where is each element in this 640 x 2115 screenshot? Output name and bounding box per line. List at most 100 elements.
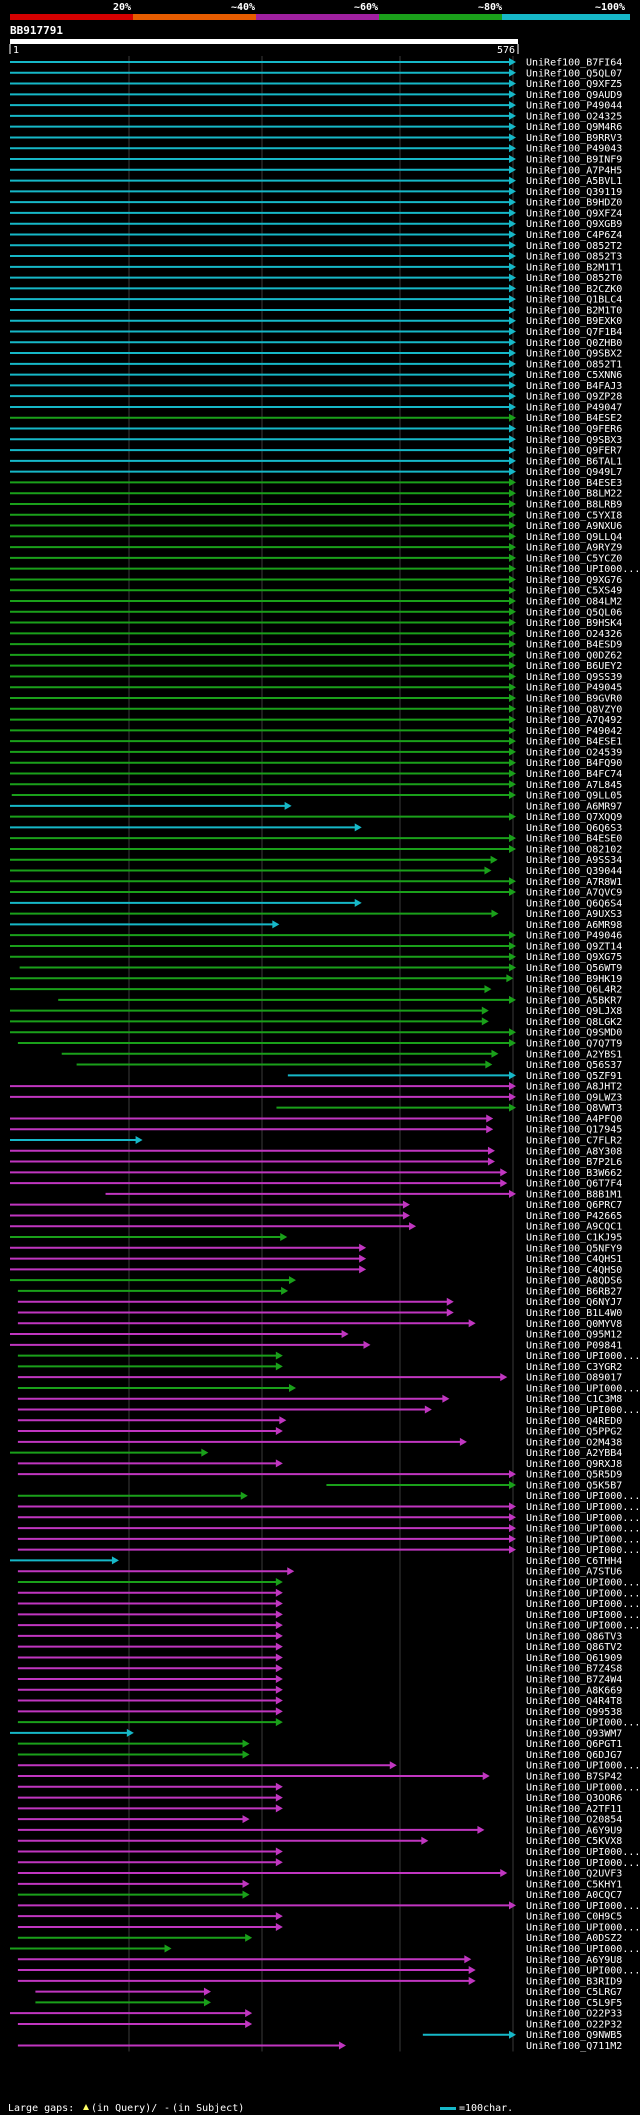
hit-row[interactable]: UniRef100_C3YGR2 xyxy=(17,1362,622,1373)
hit-label[interactable]: UniRef100_A7L845 xyxy=(526,780,622,791)
hit-label[interactable]: UniRef100_B8LM22 xyxy=(526,489,622,500)
hit-label[interactable]: UniRef100_Q8VZY0 xyxy=(526,704,622,715)
hit-row[interactable]: UniRef100_Q9XFZ5 xyxy=(10,79,622,90)
hit-label[interactable]: UniRef100_B3W662 xyxy=(526,1168,622,1179)
hit-row[interactable]: UniRef100_Q0DZ62 xyxy=(10,650,622,661)
hit-row[interactable]: UniRef100_C4P6Z4 xyxy=(10,230,622,241)
hit-label[interactable]: UniRef100_Q4RED0 xyxy=(526,1416,622,1427)
hit-label[interactable]: UniRef100_A2TF11 xyxy=(526,1804,622,1815)
hit-row[interactable]: UniRef100_B8B1M1 xyxy=(105,1189,623,1200)
hit-label[interactable]: UniRef100_B7SP42 xyxy=(526,1772,622,1783)
hit-row[interactable]: UniRef100_UPI000... xyxy=(10,564,640,575)
hit-label[interactable]: UniRef100_Q9AUD9 xyxy=(526,90,622,101)
hit-label[interactable]: UniRef100_Q2UVF3 xyxy=(526,1869,622,1880)
hit-label[interactable]: UniRef100_C4QHS1 xyxy=(526,1254,622,1265)
hit-row[interactable]: UniRef100_A7QVC9 xyxy=(10,888,622,899)
hit-row[interactable]: UniRef100_P49042 xyxy=(10,726,622,737)
hit-row[interactable]: UniRef100_Q7Q7T9 xyxy=(17,1038,622,1049)
hit-row[interactable]: UniRef100_B4ESE3 xyxy=(10,478,622,489)
hit-row[interactable]: UniRef100_Q6T7F4 xyxy=(10,1179,622,1190)
hit-label[interactable]: UniRef100_Q3OOR6 xyxy=(526,1793,622,1804)
hit-row[interactable]: UniRef100_UPI000... xyxy=(17,1405,640,1416)
hit-row[interactable]: UniRef100_Q9SBX2 xyxy=(10,349,622,360)
hit-label[interactable]: UniRef100_A7P4H5 xyxy=(526,165,622,176)
hit-label[interactable]: UniRef100_C1KJ95 xyxy=(526,1233,622,1244)
hit-label[interactable]: UniRef100_B4FAJ3 xyxy=(526,381,622,392)
hit-label[interactable]: UniRef100_C6THH4 xyxy=(526,1556,622,1567)
hit-row[interactable]: UniRef100_Q9SMD0 xyxy=(10,1028,622,1039)
hit-row[interactable]: UniRef100_Q39119 xyxy=(10,187,622,198)
hit-label[interactable]: UniRef100_C5KHY1 xyxy=(526,1879,622,1890)
hit-label[interactable]: UniRef100_A5BKR7 xyxy=(526,995,622,1006)
hit-label[interactable]: UniRef100_B6UEY2 xyxy=(526,661,622,672)
hit-label[interactable]: UniRef100_Q4R4T8 xyxy=(526,1696,622,1707)
hit-row[interactable]: UniRef100_B7Z4S8 xyxy=(17,1664,622,1675)
hit-row[interactable]: UniRef100_O24539 xyxy=(10,747,622,758)
hit-label[interactable]: UniRef100_C4P6Z4 xyxy=(526,230,622,241)
hit-label[interactable]: UniRef100_C5YCZ0 xyxy=(526,553,622,564)
hit-label[interactable]: UniRef100_UPI000... xyxy=(526,1761,640,1772)
hit-label[interactable]: UniRef100_B4ESE2 xyxy=(526,413,622,424)
hit-row[interactable]: UniRef100_A6MR97 xyxy=(10,801,622,812)
hit-row[interactable]: UniRef100_Q9SBX3 xyxy=(10,435,622,446)
hit-label[interactable]: UniRef100_A9NXU6 xyxy=(526,521,622,532)
hit-row[interactable]: UniRef100_B9HDZ0 xyxy=(10,198,622,209)
hit-row[interactable]: UniRef100_Q6PGT1 xyxy=(17,1739,622,1750)
hit-label[interactable]: UniRef100_UPI000... xyxy=(526,1621,640,1632)
hit-label[interactable]: UniRef100_B2M1T0 xyxy=(526,305,622,316)
hit-label[interactable]: UniRef100_P09841 xyxy=(526,1340,622,1351)
hit-label[interactable]: UniRef100_B2M1T1 xyxy=(526,262,622,273)
hit-row[interactable]: UniRef100_C4QHS1 xyxy=(10,1254,622,1265)
hit-row[interactable]: UniRef100_C1C3M8 xyxy=(17,1394,622,1405)
hit-row[interactable]: UniRef100_Q6PRC7 xyxy=(10,1200,622,1211)
hit-row[interactable]: UniRef100_Q1BLC4 xyxy=(10,295,622,306)
hit-row[interactable]: UniRef100_B8LM22 xyxy=(10,489,622,500)
hit-row[interactable]: UniRef100_O852T1 xyxy=(10,359,622,370)
hit-label[interactable]: UniRef100_Q9LLQ4 xyxy=(526,532,622,543)
hit-row[interactable]: UniRef100_C5XNN6 xyxy=(10,370,622,381)
hit-label[interactable]: UniRef100_Q61909 xyxy=(526,1653,622,1664)
hit-row[interactable]: UniRef100_B9HK19 xyxy=(10,974,622,985)
hit-row[interactable]: UniRef100_A7L845 xyxy=(10,780,622,791)
hit-row[interactable]: UniRef100_A8JHT2 xyxy=(10,1082,622,1093)
hit-row[interactable]: UniRef100_Q5R5D9 xyxy=(17,1470,622,1481)
hit-row[interactable]: UniRef100_UPI000... xyxy=(17,1545,640,1556)
hit-row[interactable]: UniRef100_UPI000... xyxy=(17,1351,640,1362)
hit-row[interactable]: UniRef100_B4ESE2 xyxy=(10,413,622,424)
hit-label[interactable]: UniRef100_B9HDZ0 xyxy=(526,198,622,209)
hit-row[interactable]: UniRef100_O2M438 xyxy=(17,1437,622,1448)
hit-label[interactable]: UniRef100_Q1BLC4 xyxy=(526,295,622,306)
hit-row[interactable]: UniRef100_Q9FER6 xyxy=(10,424,622,435)
hit-label[interactable]: UniRef100_B2CZK0 xyxy=(526,284,622,295)
hit-row[interactable]: UniRef100_Q9ZP28 xyxy=(10,392,622,403)
hit-row[interactable]: UniRef100_UPI000... xyxy=(17,1718,640,1729)
hit-row[interactable]: UniRef100_O89017 xyxy=(17,1373,622,1384)
hit-label[interactable]: UniRef100_B1L4W0 xyxy=(526,1308,622,1319)
hit-label[interactable]: UniRef100_Q8LGK2 xyxy=(526,1017,622,1028)
hit-row[interactable]: UniRef100_B2CZK0 xyxy=(10,284,622,295)
hit-row[interactable]: UniRef100_A9NXU6 xyxy=(10,521,622,532)
hit-row[interactable]: UniRef100_Q5QL07 xyxy=(10,68,622,79)
hit-label[interactable]: UniRef100_Q9XGB9 xyxy=(526,219,622,230)
hit-row[interactable]: UniRef100_UPI000... xyxy=(17,1782,640,1793)
hit-label[interactable]: UniRef100_B7P2L6 xyxy=(526,1157,622,1168)
hit-row[interactable]: UniRef100_B4FAJ3 xyxy=(10,381,622,392)
hit-row[interactable]: UniRef100_O84LM2 xyxy=(10,597,622,608)
hit-label[interactable]: UniRef100_Q95M12 xyxy=(526,1330,622,1341)
hit-label[interactable]: UniRef100_A8JHT2 xyxy=(526,1082,622,1093)
hit-label[interactable]: UniRef100_Q9LWZ3 xyxy=(526,1092,622,1103)
hit-label[interactable]: UniRef100_UPI000... xyxy=(526,1524,640,1535)
hit-label[interactable]: UniRef100_Q0DZ62 xyxy=(526,650,622,661)
hit-row[interactable]: UniRef100_C5YXI8 xyxy=(10,510,622,521)
hit-row[interactable]: UniRef100_A7R8W1 xyxy=(10,877,622,888)
hit-label[interactable]: UniRef100_Q9RXJ8 xyxy=(526,1459,622,1470)
hit-row[interactable]: UniRef100_Q56S37 xyxy=(76,1060,623,1071)
hit-row[interactable]: UniRef100_Q9SS39 xyxy=(10,672,622,683)
hit-row[interactable]: UniRef100_UPI000... xyxy=(17,1534,640,1545)
hit-label[interactable]: UniRef100_Q9FER7 xyxy=(526,446,622,457)
hit-label[interactable]: UniRef100_Q9FER6 xyxy=(526,424,622,435)
hit-row[interactable]: UniRef100_Q8LGK2 xyxy=(10,1017,622,1028)
hit-row[interactable]: UniRef100_B3W662 xyxy=(10,1168,622,1179)
hit-label[interactable]: UniRef100_O24539 xyxy=(526,747,622,758)
hit-label[interactable]: UniRef100_Q5PPG2 xyxy=(526,1427,622,1438)
